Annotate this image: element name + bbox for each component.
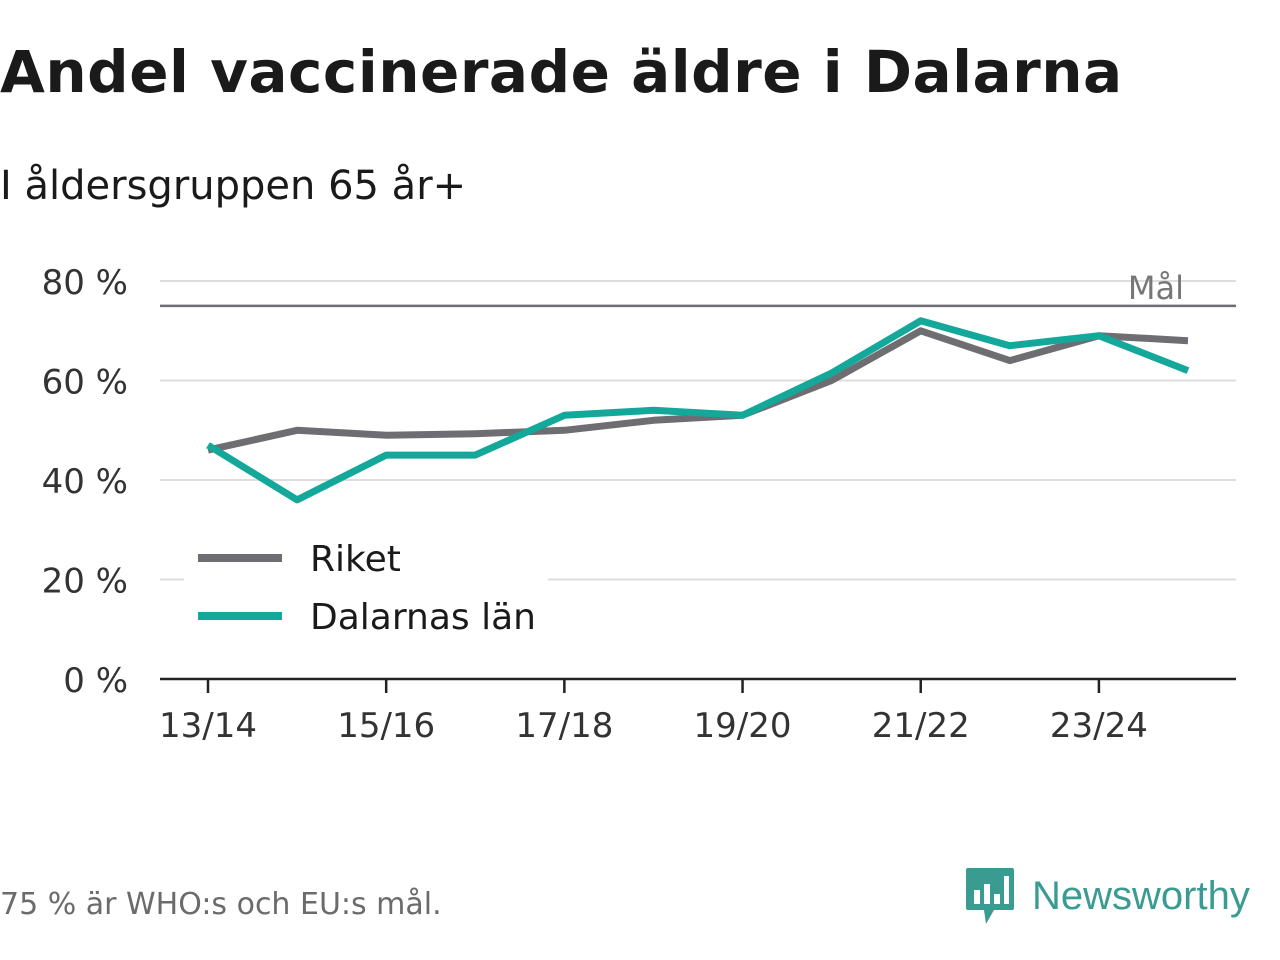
y-tick-label: 60 % (42, 363, 128, 403)
chart-subtitle: I åldersgruppen 65 år+ (0, 163, 467, 209)
legend-riket-label: Riket (310, 539, 401, 580)
series-line-riket (207, 327, 1189, 454)
x-tick-label: 17/18 (515, 706, 613, 746)
footnote: 75 % är WHO:s och EU:s mål. (0, 887, 442, 922)
y-tick-label: 40 % (42, 462, 128, 502)
x-tick-label: 13/14 (159, 706, 257, 746)
newsworthy-bar-chart-icon (966, 868, 1014, 924)
x-tick-label: 21/22 (872, 706, 970, 746)
brand-logo[interactable]: Newsworthy (964, 866, 1250, 926)
target-label: Mål (1128, 269, 1184, 307)
chart-title: Andel vaccinerade äldre i Dalarna (0, 38, 1123, 106)
brand-name: Newsworthy (1032, 873, 1250, 918)
legend-background (184, 530, 548, 648)
x-tick-label: 15/16 (337, 706, 435, 746)
y-tick-label: 80 % (42, 263, 128, 303)
legend-dalarnas-lan-label: Dalarnas län (310, 597, 536, 638)
x-tick-label: 19/20 (694, 706, 792, 746)
line-chart: 0 % 20 % 40 % 60 % 80 % Mål 13/14 15/16 17/18 19/… (42, 263, 1236, 746)
x-tick-label: 23/24 (1050, 706, 1148, 746)
y-tick-label: 0 % (63, 661, 128, 701)
y-tick-label: 20 % (42, 562, 128, 602)
series-line-dalarnas-lan (206, 317, 1190, 504)
